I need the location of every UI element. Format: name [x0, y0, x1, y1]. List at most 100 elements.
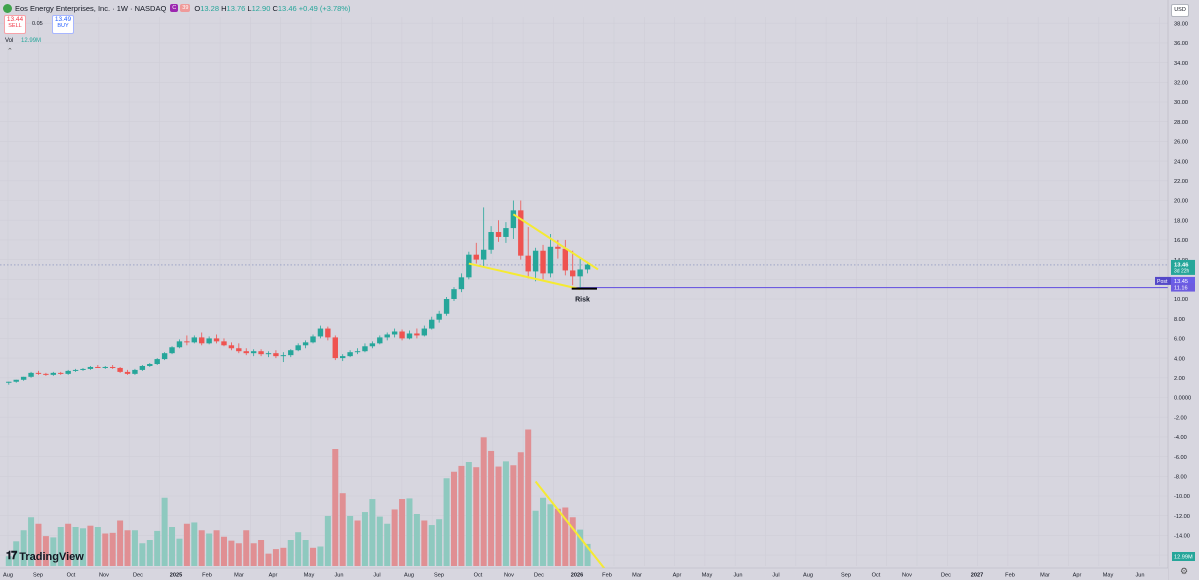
time-tick-label: May: [1103, 573, 1114, 579]
candle-body: [421, 328, 428, 336]
candle-body: [547, 246, 554, 274]
candle-body: [280, 355, 287, 357]
volume-trendline: [534, 480, 612, 577]
time-tick-label: 2027: [971, 573, 983, 579]
settings-gear-icon[interactable]: ⚙: [1180, 566, 1189, 576]
candle-body: [258, 351, 264, 355]
candle-body: [436, 313, 442, 320]
volume-bar: [191, 522, 198, 566]
volume-bar: [436, 519, 443, 566]
volume-bar: [584, 543, 591, 566]
sell-label: SELL: [8, 23, 22, 29]
time-tick-label: Apr: [1073, 573, 1082, 579]
volume-bar: [213, 530, 220, 566]
tradingview-logo[interactable]: 𝟏𝟕 TradingView: [6, 550, 84, 563]
time-tick-label: Aug: [404, 573, 414, 579]
volume-bar: [517, 452, 524, 566]
candle-body: [147, 364, 153, 366]
volume-bar: [562, 507, 569, 566]
candle-body: [369, 343, 376, 347]
time-tick-label: Feb: [202, 573, 212, 579]
market-status-badge[interactable]: C: [170, 4, 179, 12]
time-tick-label: Oct: [872, 573, 881, 579]
volume-bar: [332, 449, 339, 566]
candle-body: [80, 368, 86, 370]
volume-bar: [495, 466, 502, 566]
volume-bar: [324, 515, 331, 566]
price-tick-label: 38.00: [1174, 21, 1188, 27]
sell-button[interactable]: 13.44 SELL: [4, 15, 26, 34]
volume-legend[interactable]: Vol 12.99M: [5, 38, 41, 44]
events-badge[interactable]: 39: [180, 4, 191, 12]
volume-bar: [146, 540, 153, 566]
volume-bar: [154, 530, 161, 566]
volume-bar: [339, 493, 346, 566]
volume-bar: [480, 437, 487, 566]
volume-last-tag: [1172, 552, 1195, 561]
time-tick-label: Oct: [474, 573, 483, 579]
volume-bar: [80, 528, 86, 566]
volume-bar: [473, 467, 480, 566]
risk-price-tag: [1171, 283, 1195, 292]
price-tick-label: -6.00: [1174, 455, 1187, 461]
currency-button[interactable]: USD: [1171, 4, 1189, 17]
symbol-title[interactable]: Eos Energy Enterprises, Inc. · 1W · NASD…: [15, 3, 167, 13]
volume-bar: [235, 543, 242, 566]
volume-bar: [554, 508, 561, 566]
volume-bar: [183, 523, 190, 566]
time-tick-label: Sep: [434, 573, 444, 579]
time-tick-label: Jul: [373, 573, 380, 579]
candle-body: [50, 372, 57, 375]
volume-bar: [577, 529, 584, 566]
time-tick-label: Nov: [504, 573, 514, 579]
candle-body: [58, 372, 64, 374]
volume-bar: [206, 533, 213, 566]
time-tick-label: Mar: [234, 573, 244, 579]
post-market-price-tag: [1171, 276, 1195, 285]
candle-body: [228, 345, 235, 349]
time-tick-label: Apr: [269, 573, 278, 579]
time-tick-label: Oct: [67, 573, 76, 579]
candle-body: [221, 341, 227, 346]
candle-body: [43, 373, 49, 375]
candle-body: [65, 370, 71, 374]
candle-body: [6, 381, 12, 383]
time-tick-label: Nov: [902, 573, 912, 579]
time-tick-label: Jul: [772, 573, 779, 579]
volume-bar: [376, 516, 383, 566]
collapse-legend-icon[interactable]: ⌃: [7, 48, 13, 55]
volume-bar: [13, 541, 20, 566]
volume-bar: [525, 429, 532, 566]
price-tick-label: 34.00: [1174, 61, 1188, 67]
time-tick-label: May: [304, 573, 315, 579]
candle-body: [95, 366, 101, 368]
time-tick-label: Apr: [673, 573, 682, 579]
high-value: 13.76: [226, 3, 246, 13]
eos-logo-icon: [3, 3, 12, 13]
volume-bar: [161, 497, 168, 566]
candle-body: [273, 353, 279, 357]
price-tick-label: -12.00: [1174, 514, 1190, 520]
candle-body: [317, 328, 324, 337]
price-tick-label: 30.00: [1174, 100, 1188, 106]
candle-body: [72, 369, 79, 371]
brand-name: TradingView: [19, 550, 84, 563]
volume-bar: [20, 530, 27, 566]
volume-bar: [510, 465, 517, 566]
volume-bar: [384, 523, 391, 566]
candle-body: [495, 232, 502, 237]
price-tick-label: 18.00: [1174, 218, 1188, 224]
volume-bar: [287, 540, 294, 566]
candle-body: [117, 367, 123, 372]
low-value: 12.90: [251, 3, 271, 13]
candle-body: [132, 369, 138, 374]
candle-body: [243, 351, 249, 354]
price-tick-label: 36.00: [1174, 41, 1188, 47]
close-value: 13.46: [277, 3, 297, 13]
candle-body: [169, 347, 175, 354]
tradingview-mark-icon: 𝟏𝟕: [6, 550, 17, 562]
buy-button[interactable]: 13.49 BUY: [52, 15, 74, 34]
price-tick-label: -14.00: [1174, 534, 1190, 540]
volume-bar: [42, 536, 49, 566]
